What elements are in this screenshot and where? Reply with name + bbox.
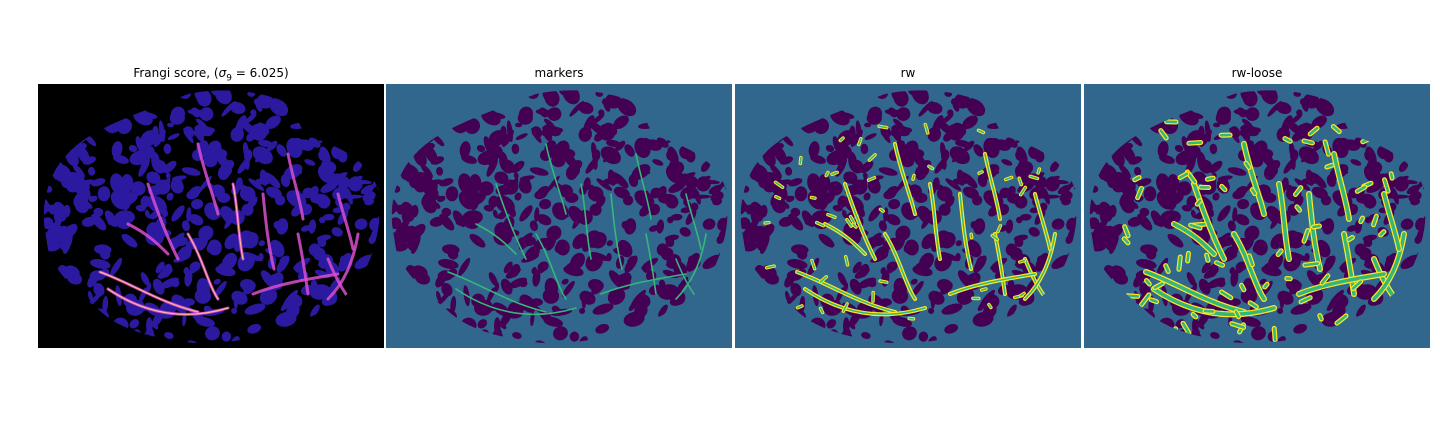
markers-image-panel (386, 84, 732, 348)
panel-title-rw: rw (900, 66, 916, 80)
rw-image-panel (735, 84, 1081, 348)
frangi-title-suffix: = 6.025) (231, 66, 289, 80)
frangi-image-panel (38, 84, 384, 348)
panel-title-rw-loose: rw-loose (1231, 66, 1283, 80)
sigma-symbol: σ (218, 66, 227, 80)
markers-image (386, 84, 732, 348)
rw-image (735, 84, 1081, 348)
rw-loose-image-panel (1084, 84, 1430, 348)
sigma-subscript: 9 (226, 73, 232, 84)
panel-title-markers: markers (534, 66, 584, 80)
panel-title-frangi: Frangi score, (σ9 = 6.025) (38, 66, 384, 84)
frangi-image (38, 84, 384, 348)
rw-loose-image (1084, 84, 1430, 348)
frangi-title-prefix: Frangi score, ( (133, 66, 219, 80)
